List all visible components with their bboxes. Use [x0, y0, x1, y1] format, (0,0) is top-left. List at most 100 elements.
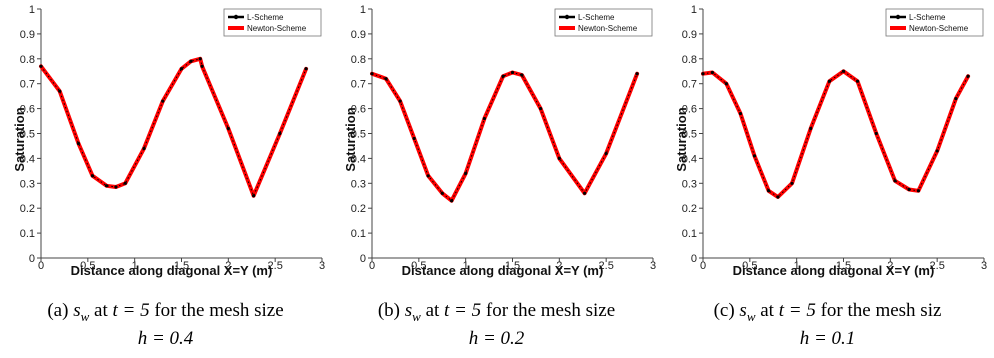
legend-box	[223, 8, 322, 37]
x-tick-label: 2	[887, 260, 893, 272]
series-lscheme-point	[482, 116, 486, 121]
legend-lscheme-marker	[564, 14, 570, 20]
y-tick-label: 0.7	[20, 79, 35, 91]
series-lscheme-point	[450, 199, 454, 203]
series-lscheme-point	[114, 185, 118, 189]
x-tick-label: 2.5	[268, 260, 283, 272]
series-lscheme-point	[464, 171, 468, 175]
series-lscheme-point	[226, 126, 230, 131]
x-tick-label: 0.5	[742, 260, 757, 272]
series-newton-line	[39, 56, 309, 198]
series-lscheme-point	[557, 156, 561, 160]
caption-at: at	[425, 300, 440, 321]
series-lscheme-point	[398, 99, 402, 103]
x-tick-label: 1	[132, 260, 138, 272]
y-tick-label: 0.3	[682, 178, 697, 190]
legend-newton-label: Newton-Scheme	[247, 24, 307, 33]
caption-prefix: (c)	[713, 300, 735, 321]
y-tick-label: 0.7	[682, 79, 697, 91]
caption-mesh: h = 0.1	[799, 327, 856, 349]
x-tick-label: 2.5	[599, 260, 614, 272]
y-tick-label: 0.3	[20, 178, 35, 190]
caption-variable: s	[404, 300, 413, 321]
series-lscheme-point	[39, 64, 43, 68]
caption-variable: s	[73, 300, 81, 321]
caption-variable: s	[739, 300, 747, 321]
series-lscheme-point	[104, 184, 109, 188]
y-tick-label: 0.4	[20, 153, 35, 165]
series-lscheme-point	[966, 74, 970, 78]
x-tick-label: 2	[556, 260, 562, 272]
y-tick-label: 0.8	[351, 54, 366, 66]
chart-panel-c: 0 0.1 0.2 0.3 0.4 0.5 0.6 0.7 0.8 0.9 1 0 0.5 1 1.5 2 2.…	[662, 0, 994, 358]
legend-lscheme-label: L-Scheme	[909, 13, 946, 22]
caption-mesh: h = 0.2	[468, 327, 525, 349]
series-lscheme-point	[954, 97, 958, 101]
x-axis-label: Distance along diagonal X=Y (m)	[71, 263, 273, 278]
series-lscheme-point	[874, 131, 878, 136]
series-lscheme-point	[501, 74, 505, 78]
x-tick-label: 1.5	[836, 260, 851, 272]
series-lscheme-point	[790, 181, 794, 185]
y-tick-label: 0.1	[20, 228, 35, 240]
y-tick-label: 0.9	[351, 29, 366, 41]
x-tick-label: 0	[369, 260, 375, 272]
series-lscheme-point	[893, 179, 897, 183]
caption-prefix: (a)	[47, 300, 69, 321]
y-tick-label: 0.6	[351, 104, 366, 116]
caption-time: t = 5	[444, 300, 482, 321]
series-lscheme-point	[76, 141, 81, 146]
y-tick-label: 0.9	[682, 29, 697, 41]
caption-at: at	[94, 300, 108, 321]
caption-subscript: w	[412, 308, 421, 324]
series-lscheme-point	[701, 72, 705, 76]
series-lscheme-point	[935, 149, 939, 153]
caption-mesh: h = 0.4	[137, 327, 194, 349]
y-tick-label: 0.2	[351, 203, 366, 215]
series-lscheme-point	[827, 79, 832, 83]
legend-lscheme-label: L-Scheme	[247, 13, 284, 22]
legend-newton-label: Newton-Scheme	[909, 24, 969, 33]
series-lscheme-point	[907, 187, 911, 192]
series-lscheme-point	[916, 189, 921, 193]
legend-newton-label: Newton-Scheme	[578, 24, 638, 33]
series-lscheme-point	[412, 136, 416, 141]
y-axis-label: Saturation	[12, 107, 27, 171]
y-tick-label: 0.1	[351, 228, 366, 240]
caption-prefix: (b)	[377, 300, 400, 321]
caption-time: t = 5	[778, 300, 816, 321]
legend-lscheme-marker	[233, 14, 239, 20]
series-lscheme-point	[724, 82, 729, 86]
y-tick-label: 0	[29, 253, 35, 265]
x-tick-label: 0	[700, 260, 706, 272]
series-lscheme-line	[702, 70, 969, 198]
x-tick-label: 1	[463, 260, 469, 272]
y-tick-label: 0.8	[20, 54, 35, 66]
series-lscheme-point	[252, 194, 256, 198]
series-lscheme-point	[370, 72, 374, 76]
caption-subscript: w	[80, 308, 90, 324]
y-tick-label: 0.5	[351, 129, 366, 141]
chart-panel-a: 0 0.1 0.2 0.3 0.4 0.5 0.6 0.7 0.8 0.9 1 0 0.5 1 1.5 2 2.…	[0, 0, 331, 358]
series-lscheme-point	[841, 69, 846, 73]
caption-time: t = 5	[112, 300, 150, 321]
y-tick-label: 0.8	[682, 54, 697, 66]
y-tick-label: 0.7	[351, 79, 366, 91]
x-tick-label: 1.5	[174, 260, 189, 272]
legend-box	[554, 8, 653, 37]
series-lscheme-point	[766, 189, 771, 193]
series-lscheme-point	[198, 57, 202, 61]
y-tick-label: 0.6	[682, 104, 697, 116]
series-lscheme-point	[440, 191, 444, 195]
series-lscheme-point	[738, 111, 743, 116]
x-tick-label: 0.5	[80, 260, 95, 272]
legend-lscheme-label: L-Scheme	[578, 13, 615, 22]
series-lscheme-point	[90, 174, 95, 178]
legend-lscheme-marker	[895, 14, 901, 20]
series-lscheme-point	[426, 174, 430, 178]
caption-subscript: w	[746, 308, 756, 324]
series-lscheme-point	[520, 73, 524, 77]
caption-at: at	[760, 300, 774, 321]
x-tick-label: 1	[794, 260, 800, 272]
series-lscheme-point	[752, 154, 757, 158]
